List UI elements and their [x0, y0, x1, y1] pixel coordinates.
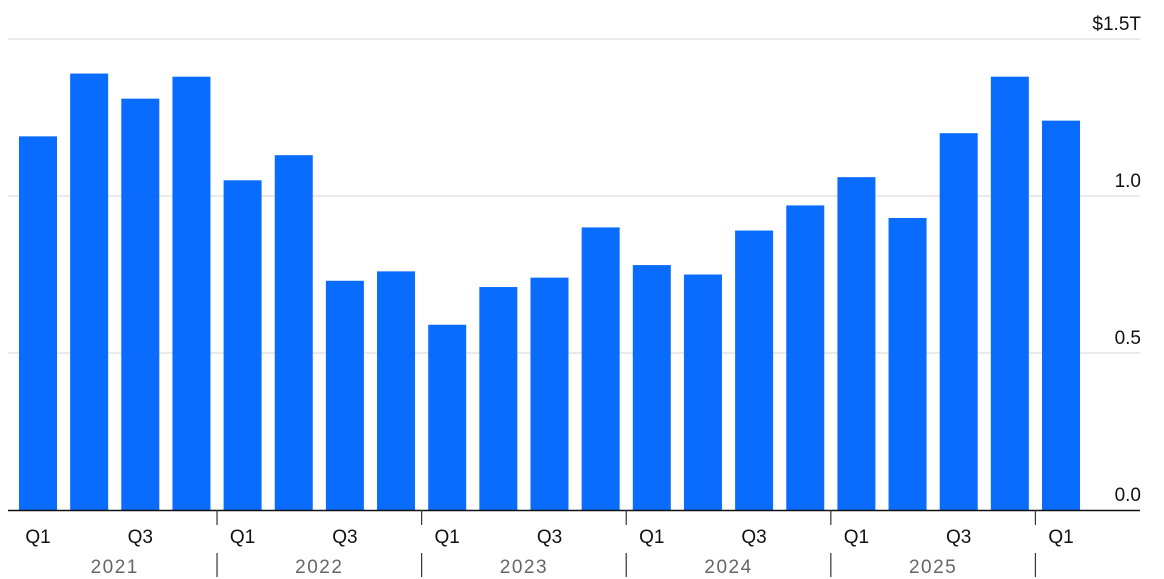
bar — [888, 217, 927, 511]
x-tick-label: Q1 — [230, 527, 255, 548]
bar — [786, 205, 825, 511]
x-axis — [8, 509, 1140, 525]
bar — [121, 98, 160, 510]
x-tick-label: Q3 — [741, 527, 766, 548]
bar — [735, 230, 774, 511]
bar — [19, 136, 57, 510]
y-tick-label: 0.5 — [1115, 328, 1141, 349]
bar — [172, 76, 211, 511]
bar — [939, 133, 978, 510]
bar — [377, 271, 416, 510]
bar — [581, 227, 620, 510]
bars — [19, 73, 1080, 511]
x-axis-year-labels: 2021 2022 2023 2024 2025 — [91, 553, 1037, 578]
bar — [428, 324, 467, 510]
x-tick-label: Q3 — [332, 527, 357, 548]
x-tick-label: Q1 — [25, 527, 50, 548]
year-label: 2024 — [704, 557, 752, 578]
x-tick-label: Q1 — [435, 527, 460, 548]
bar — [479, 287, 518, 510]
year-label: 2025 — [909, 557, 957, 578]
y-axis-ticks: 0.0 0.5 1.0 $1.5T — [1092, 14, 1141, 506]
bar — [683, 274, 722, 510]
x-tick-label: Q1 — [844, 527, 869, 548]
y-tick-label: 0.0 — [1115, 485, 1141, 506]
bar — [837, 177, 876, 510]
year-label: 2023 — [500, 557, 548, 578]
bar — [70, 73, 109, 510]
bar — [530, 277, 569, 510]
bar — [223, 180, 262, 511]
x-tick-label: Q3 — [537, 527, 562, 548]
bar — [274, 155, 313, 510]
year-label: 2022 — [295, 557, 343, 578]
x-tick-label: Q3 — [128, 527, 153, 548]
bar — [1042, 120, 1080, 510]
x-tick-label: Q1 — [1048, 527, 1073, 548]
bar — [632, 265, 671, 510]
bar — [990, 76, 1029, 511]
y-tick-label: $1.5T — [1092, 14, 1141, 35]
year-label: 2021 — [91, 557, 139, 578]
x-tick-label: Q1 — [639, 527, 664, 548]
x-tick-label: Q3 — [946, 527, 971, 548]
y-tick-label: 1.0 — [1115, 171, 1141, 192]
bar — [325, 280, 364, 510]
x-axis-quarter-ticks: Q1 Q3 Q1 Q3 Q1 Q3 Q1 Q3 Q1 Q3 Q1 — [25, 527, 1073, 548]
